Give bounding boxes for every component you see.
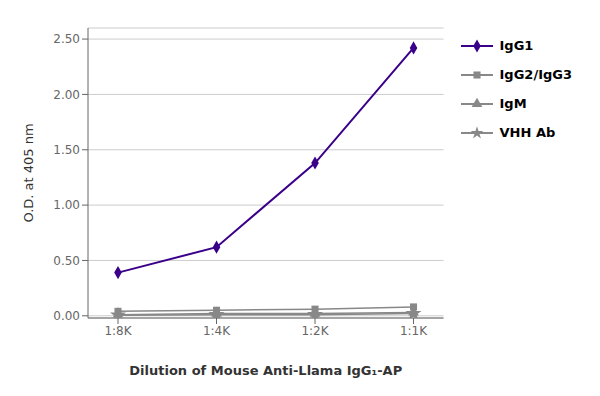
svg-text:1:1K: 1:1K: [400, 324, 428, 338]
svg-text:1:2K: 1:2K: [301, 324, 329, 338]
svg-text:1:4K: 1:4K: [203, 324, 231, 338]
svg-text:0.50: 0.50: [53, 254, 80, 268]
svg-text:1.50: 1.50: [53, 143, 80, 157]
svg-text:2.00: 2.00: [53, 88, 80, 102]
svg-text:Dilution of Mouse Anti-Llama I: Dilution of Mouse Anti-Llama IgG₁-AP: [129, 363, 402, 378]
svg-text:0.00: 0.00: [53, 309, 80, 323]
html-text:IgG2/IgG3: IgG2/IgG3: [499, 67, 572, 82]
svg-text:1:8K: 1:8K: [104, 324, 132, 338]
html-text:IgM: IgM: [499, 96, 527, 111]
html-text:IgG1: IgG1: [499, 38, 534, 53]
svg-text:1.00: 1.00: [53, 198, 80, 212]
svg-text:O.D. at 405 nm: O.D. at 405 nm: [21, 123, 36, 222]
html-text:VHH Ab: VHH Ab: [499, 125, 556, 140]
svg-text:2.50: 2.50: [53, 32, 80, 46]
